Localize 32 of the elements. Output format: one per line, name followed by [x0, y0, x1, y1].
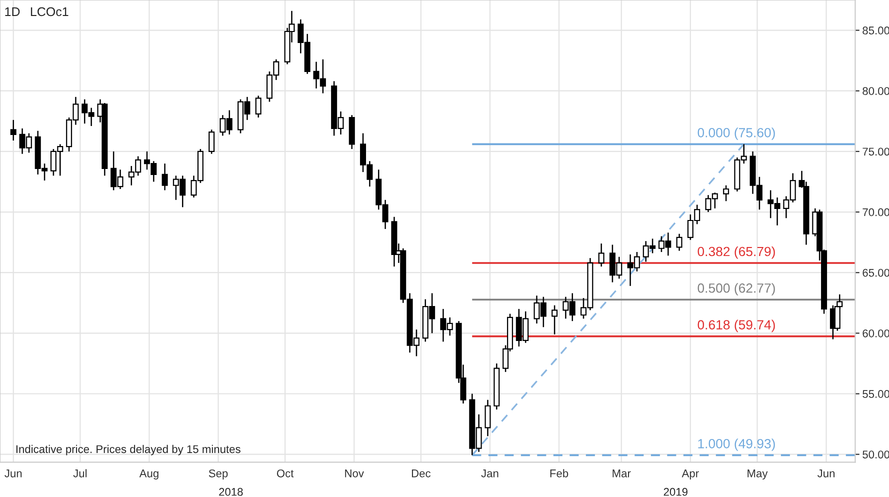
candlestick: [10, 119, 16, 142]
ref-line-label: 0.000 (75.60): [698, 128, 775, 140]
x-tick-label: May: [748, 470, 768, 480]
x-tick-label: Apr: [682, 470, 699, 480]
x-tick-label: Mar: [612, 470, 631, 478]
x-tick-label: Dec: [412, 470, 431, 478]
candlestick: [598, 242, 604, 268]
x-tick-label: Jul: [73, 469, 87, 478]
candlestick: [723, 184, 730, 202]
candlestick: [484, 399, 491, 437]
x-tick-label: Feb: [550, 469, 568, 478]
x-tick-label: Jun: [817, 470, 834, 478]
ref-line-label: 0.382 (65.79): [698, 246, 775, 259]
ref-line-label: 1.000 (49.93): [698, 438, 775, 451]
candlestick: [676, 233, 682, 252]
chart-subtitle: 1D: [5, 7, 20, 16]
x-tick-label: Jun: [4, 470, 22, 478]
text: 2018: [219, 488, 243, 496]
annotation: Indicative price. Prices delayed by 15 minutes: [16, 444, 240, 456]
x-tick-label: Sep: [208, 469, 228, 480]
text: 2019: [664, 488, 688, 496]
x-tick-label: Nov: [345, 470, 364, 478]
candlestick: [162, 162, 168, 191]
candlestick: [552, 304, 558, 336]
candlestick: [255, 95, 262, 118]
chart-title: LCOc1: [30, 7, 68, 16]
x-tick-label: Oct: [276, 469, 294, 478]
x-tick-label: Aug: [139, 470, 158, 480]
ref-line-label: 0.500 (62.77): [698, 283, 775, 296]
candlestick: [208, 129, 215, 154]
x-tick-label: Jan: [481, 470, 498, 478]
ref-line-label: 0.618 (59.74): [698, 320, 775, 332]
